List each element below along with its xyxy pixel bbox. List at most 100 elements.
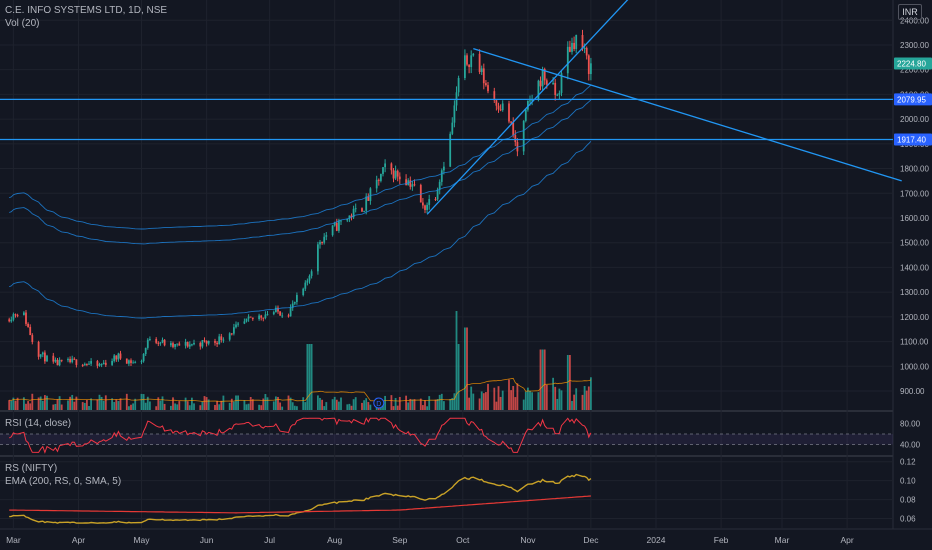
volume-bar [361,402,363,410]
volume-bar [346,404,349,410]
rs-ema-line [9,495,591,514]
candle-body [323,236,326,243]
volume-bar [306,344,309,410]
candle-body [46,355,48,362]
candle-body [201,340,204,347]
candle-body [541,68,544,87]
candle-body [237,323,239,325]
volume-bar [472,393,475,410]
candle-body [191,344,193,346]
volume-bar [384,395,386,410]
candle-body [83,363,86,366]
volume-bar [451,397,454,410]
volume-bar [390,395,393,410]
candle-body [176,343,179,345]
volume-bar [14,400,17,410]
volume-ma-line [9,377,592,403]
price-label-text: 2079.95 [897,95,926,104]
price-tick-label: 2400.00 [900,16,929,25]
candle-body [44,352,46,362]
volume-bar [264,393,267,410]
candle-body [71,358,74,363]
candle-body [216,342,218,345]
candle-body [380,173,382,181]
volume-bar [590,377,592,410]
ma-band-upper [9,84,592,230]
volume-bar [487,383,489,410]
candle-body [581,34,584,49]
volume-bar [130,404,132,410]
currency-button[interactable]: INR [898,4,922,20]
volume-bar [585,390,588,410]
candle-body [188,344,191,347]
volume-bar [115,399,118,410]
candle-body [142,354,145,362]
volume-bar [174,403,176,410]
candle-body [172,343,174,347]
time-tick-label: Mar [6,535,21,545]
candle-body [161,339,164,343]
time-tick-label: Apr [840,535,853,545]
volume-bar [426,406,428,410]
candle-body [390,163,393,171]
candle-body [144,347,147,355]
volume-bar [434,399,437,410]
candle-body [583,47,586,49]
volume-bar [392,406,395,410]
candle-body [67,358,69,361]
candle-body [86,363,88,365]
candle-body [573,42,575,49]
volume-bar [478,398,481,410]
volume-bar [258,404,260,410]
candles [8,29,592,369]
volume-bar [262,398,265,410]
candle-body [146,339,149,348]
candle-body [302,288,305,296]
volume-bar [249,396,252,410]
candle-body [130,360,132,363]
candle-body [428,199,431,205]
volume-bar [524,391,527,410]
candle-body [440,170,443,182]
candle-body [56,359,59,366]
candle-body [235,324,237,328]
volume-bar [424,400,426,410]
time-tick-label: Nov [520,535,536,545]
volume-bar [396,405,399,410]
time-tick-label: Apr [72,535,85,545]
candle-body [369,188,372,201]
candle-body [291,303,294,308]
candle-body [277,307,279,312]
candle-body [411,184,414,187]
volume-bar [497,386,500,410]
candle-body [14,314,17,316]
candle-body [424,205,426,210]
candle-body [115,355,118,360]
ma-band-lower [9,140,592,319]
volume-bar [73,401,76,410]
candle-body [394,170,397,179]
price-label-tag [894,133,932,146]
volume-bar [466,327,468,410]
candle-body [453,105,456,123]
candle-body [132,362,134,364]
volume-bar [111,398,113,410]
candle-body [81,364,84,366]
volume-bar [449,398,452,410]
volume-bar [514,397,517,410]
candle-body [264,314,267,319]
candle-body [174,344,176,347]
volume-bar [100,396,103,410]
volume-bar [201,401,204,410]
candle-body [272,312,275,315]
candle-body [317,244,319,272]
candle-body [485,83,487,86]
candle-body [501,103,504,111]
volume-bar [8,400,11,410]
earnings-marker-letter: D [376,401,381,408]
volume-bar [218,404,221,410]
volume-bar [203,396,206,410]
candle-body [571,42,573,52]
volume-bar [266,397,269,410]
